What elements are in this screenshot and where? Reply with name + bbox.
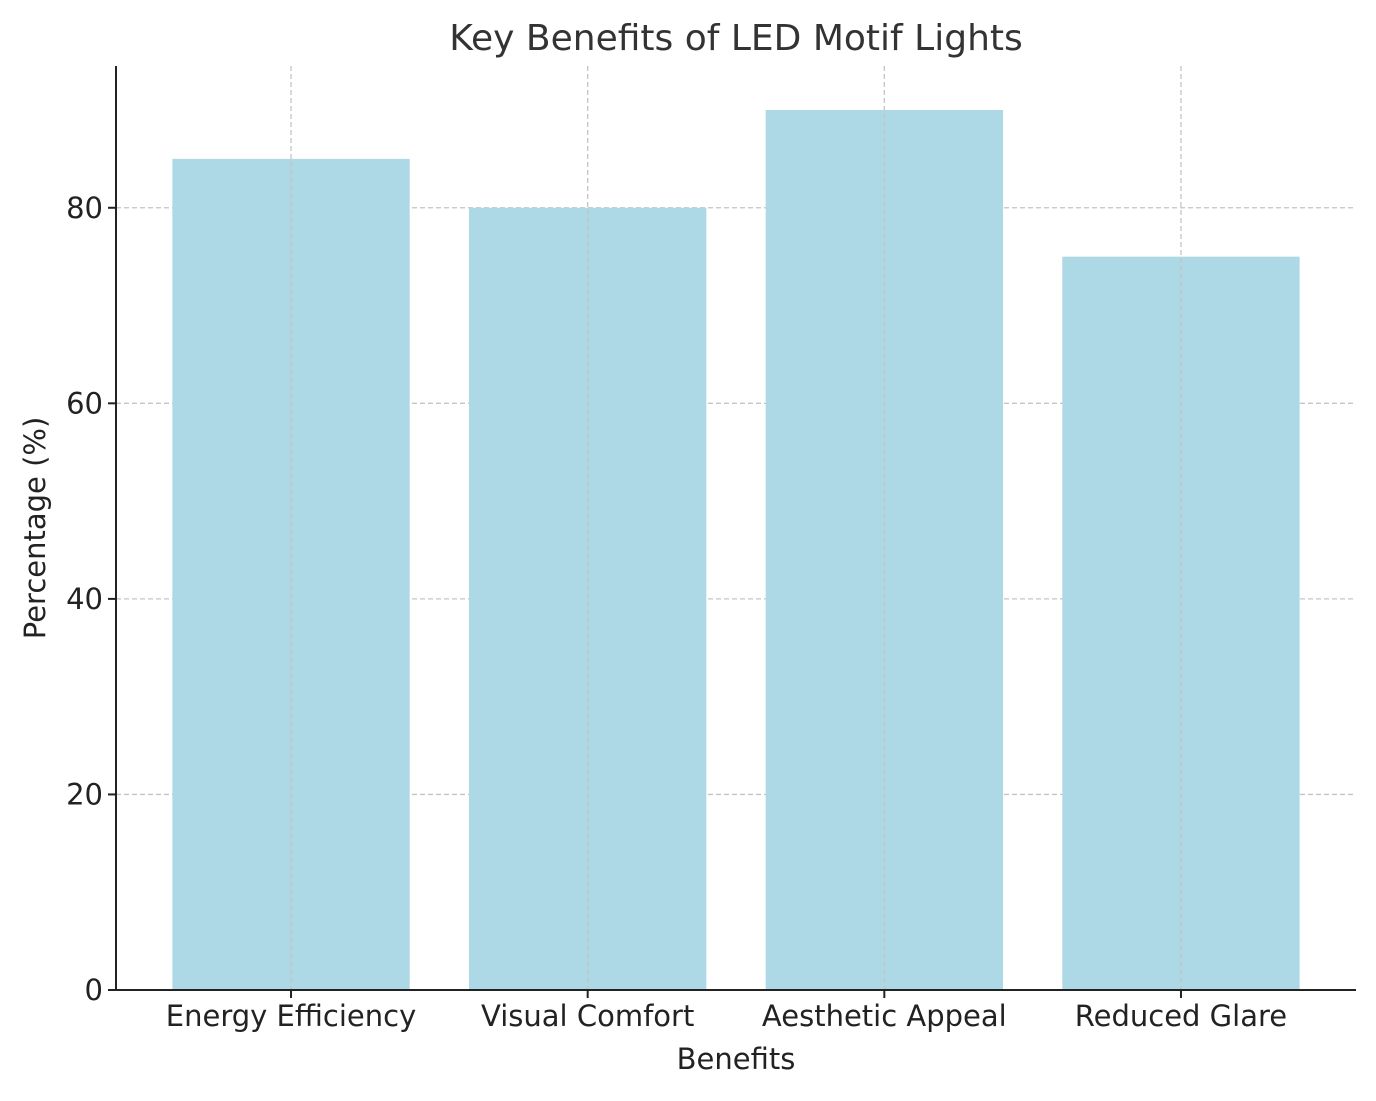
y-axis-label: Percentage (%) — [18, 417, 52, 640]
x-ticks: Energy Efficiency Visual Comfort Aesthetic… — [166, 990, 1287, 1033]
vertical-grid-lines — [290, 66, 1182, 990]
y-tick-label: 20 — [66, 777, 103, 811]
y-ticks: 0 20 40 60 80 — [66, 191, 116, 1007]
x-tick-label: Visual Comfort — [481, 999, 694, 1033]
chart-title: Key Benefits of LED Motif Lights — [449, 18, 1023, 59]
bars — [172, 110, 1300, 991]
x-tick-label: Reduced Glare — [1075, 999, 1287, 1033]
y-tick-label: 40 — [66, 582, 103, 616]
x-tick-label: Aesthetic Appeal — [762, 999, 1007, 1033]
y-tick-label: 80 — [66, 191, 103, 225]
y-tick-label: 0 — [85, 973, 103, 1007]
x-axis-label: Benefits — [677, 1042, 796, 1076]
x-tick-label: Energy Efficiency — [166, 999, 416, 1033]
y-tick-label: 60 — [66, 386, 103, 420]
